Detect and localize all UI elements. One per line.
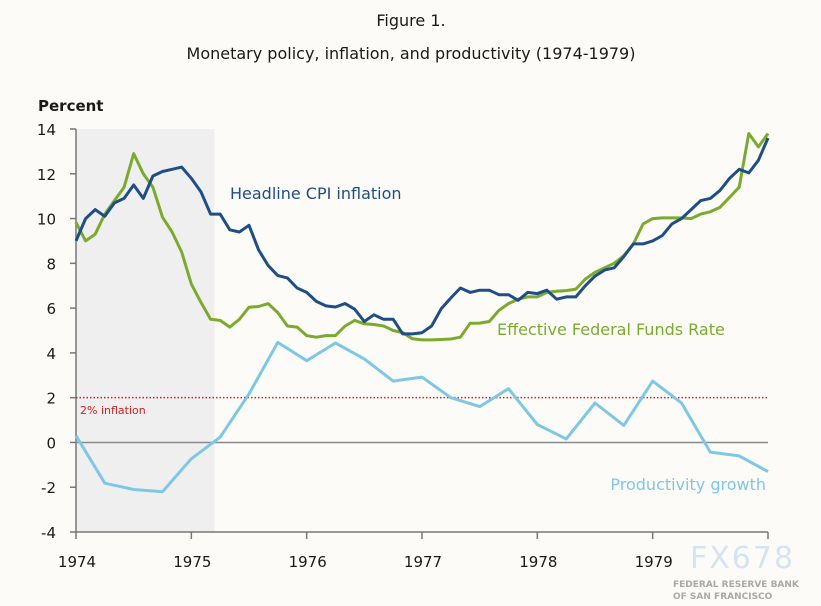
x-tick-label: 1974 [58, 553, 96, 571]
y-tick-label: 8 [46, 255, 56, 273]
y-tick-label: 6 [46, 300, 56, 318]
source-line-2: OF SAN FRANCISCO [673, 592, 773, 602]
x-tick-label: 1978 [519, 553, 557, 571]
y-tick-label: 0 [46, 434, 56, 452]
y-tick-label: 14 [37, 121, 56, 139]
source-line-1: FEDERAL RESERVE BANK [673, 580, 800, 590]
series-labels: Headline CPI inflation Effective Federal… [80, 184, 766, 494]
chart-title: Figure 1. [376, 11, 445, 30]
y-tick-label: 10 [37, 211, 56, 229]
reference-line-label: 2% inflation [80, 404, 146, 417]
x-tick-label: 1975 [173, 553, 211, 571]
series-label-ffr: Effective Federal Funds Rate [497, 320, 725, 339]
y-tick-label: -2 [41, 479, 56, 497]
y-axis-label: Percent [38, 97, 103, 115]
y-tick-label: 4 [46, 345, 56, 363]
axes: -4 -2 0 2 4 6 8 10 12 14 1974 1975 1976 1977 1978 1979 [37, 121, 769, 571]
series-line-headline-cpi-inflation [74, 137, 770, 336]
y-tick-label: 12 [37, 166, 56, 184]
watermark: FX678 FEDERAL RESERVE BANK OF SAN FRANCI… [673, 541, 800, 602]
x-tick-label: 1979 [635, 553, 673, 571]
y-tick-label: -4 [41, 524, 56, 542]
x-tick-label: 1977 [404, 553, 442, 571]
watermark-logo: FX678 [690, 541, 795, 576]
series-label-productivity: Productivity growth [610, 475, 766, 494]
series-line-effective-federal-funds-rate [74, 132, 770, 342]
series-label-cpi: Headline CPI inflation [230, 184, 402, 203]
chart-subtitle: Monetary policy, inflation, and producti… [187, 44, 636, 63]
y-tick-label: 2 [46, 390, 56, 408]
x-tick-label: 1976 [289, 553, 327, 571]
series-line-productivity-growth [74, 340, 769, 494]
series-lines [74, 132, 770, 494]
